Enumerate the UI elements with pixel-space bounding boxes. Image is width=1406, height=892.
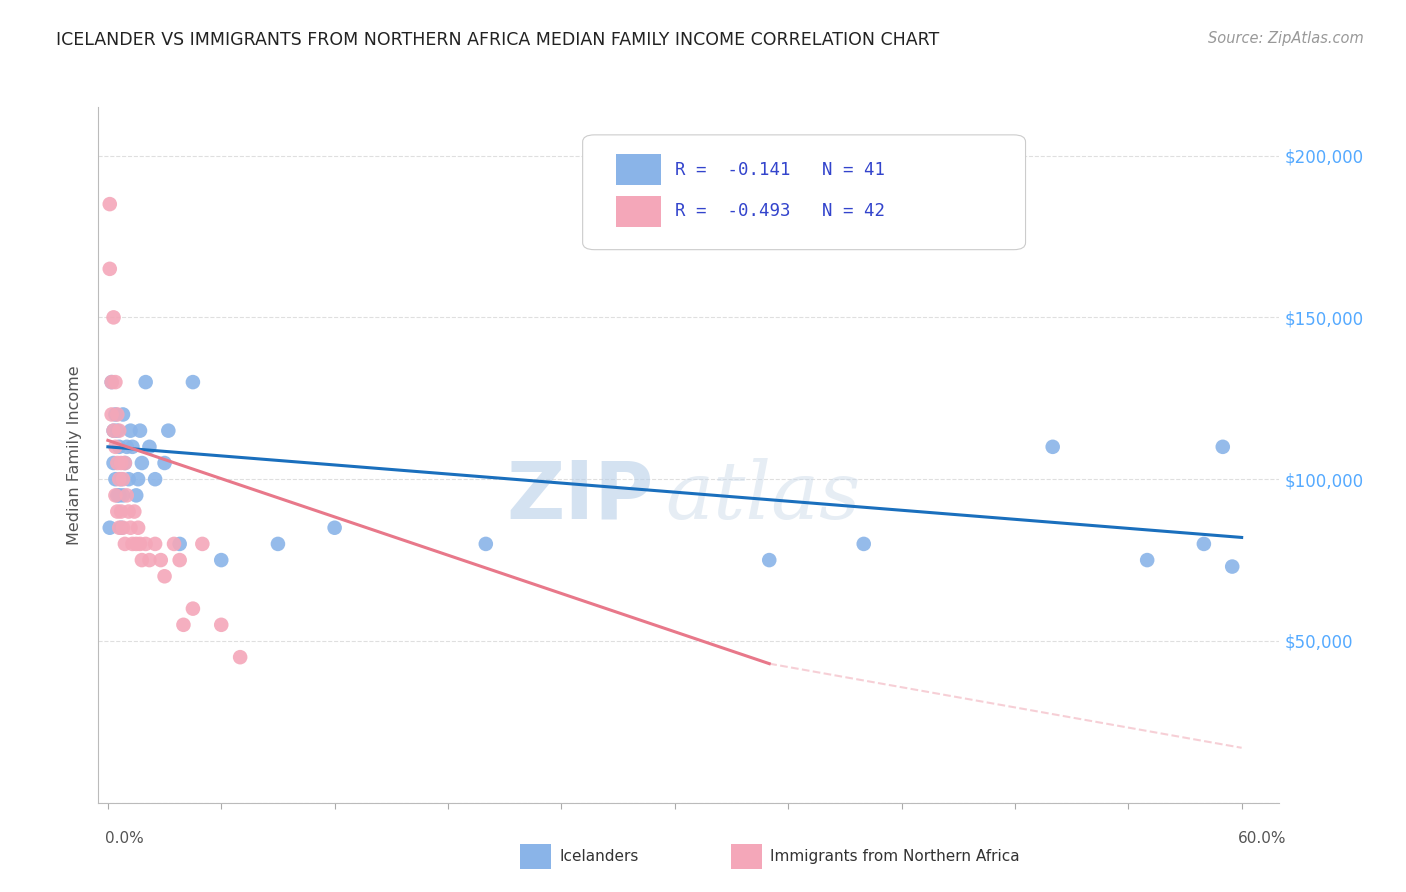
Point (135, 375, 157, 389)
Point (105, 424, 128, 438)
Point (108, 440, 131, 454)
Text: Icelanders: Icelanders (560, 849, 638, 863)
Point (98, 521, 121, 535)
Point (111, 488, 134, 502)
Point (104, 472, 127, 486)
Point (100, 408, 122, 422)
Point (169, 537, 191, 551)
Point (111, 408, 134, 422)
Point (110, 456, 132, 470)
Point (153, 569, 176, 583)
Point (758, 553, 780, 567)
Point (111, 472, 134, 486)
Text: 0.0%: 0.0% (105, 831, 145, 846)
Point (108, 488, 131, 502)
Point (103, 424, 125, 438)
Point (131, 456, 153, 470)
Point (131, 553, 153, 567)
Text: atlas: atlas (665, 458, 860, 535)
Point (172, 617, 194, 632)
Point (111, 521, 134, 535)
Point (181, 601, 204, 615)
Point (108, 521, 131, 535)
Point (115, 488, 138, 502)
Point (129, 424, 152, 438)
Point (1042, 440, 1064, 454)
Point (108, 472, 131, 486)
Point (138, 553, 160, 567)
Point (209, 617, 232, 632)
Point (129, 537, 152, 551)
Point (125, 488, 148, 502)
Point (125, 537, 148, 551)
Point (104, 488, 127, 502)
Point (1136, 553, 1159, 567)
Text: ZIP: ZIP (506, 458, 654, 536)
Text: 60.0%: 60.0% (1239, 831, 1286, 846)
Point (267, 537, 290, 551)
Point (169, 553, 191, 567)
Text: ICELANDER VS IMMIGRANTS FROM NORTHERN AFRICA MEDIAN FAMILY INCOME CORRELATION CH: ICELANDER VS IMMIGRANTS FROM NORTHERN AF… (56, 31, 939, 49)
Point (475, 537, 498, 551)
Point (105, 456, 128, 470)
FancyBboxPatch shape (616, 154, 661, 186)
Point (157, 424, 180, 438)
Point (138, 440, 160, 454)
Point (127, 521, 149, 535)
Point (120, 521, 142, 535)
Point (114, 456, 136, 470)
Point (121, 537, 143, 551)
Point (118, 472, 141, 486)
Text: R =  -0.493   N = 42: R = -0.493 N = 42 (675, 202, 884, 220)
Point (105, 408, 128, 422)
Point (127, 472, 149, 486)
Point (110, 472, 132, 486)
Point (163, 537, 186, 551)
Point (98, 261, 121, 276)
Point (323, 521, 346, 535)
Point (153, 456, 176, 470)
Point (135, 537, 157, 551)
Point (120, 424, 142, 438)
Point (115, 440, 138, 454)
FancyBboxPatch shape (582, 135, 1025, 250)
Point (100, 375, 122, 389)
Point (121, 440, 143, 454)
Point (98, 197, 121, 211)
Point (103, 310, 125, 325)
Point (104, 375, 127, 389)
Point (105, 504, 128, 518)
Point (143, 537, 166, 551)
Point (143, 472, 166, 486)
Point (110, 504, 132, 518)
Point (108, 424, 131, 438)
Text: Source: ZipAtlas.com: Source: ZipAtlas.com (1208, 31, 1364, 46)
Point (110, 521, 132, 535)
Point (852, 537, 875, 551)
Text: Immigrants from Northern Africa: Immigrants from Northern Africa (770, 849, 1021, 863)
Text: R =  -0.141   N = 41: R = -0.141 N = 41 (675, 161, 884, 178)
Point (118, 504, 141, 518)
Point (1220, 559, 1243, 574)
Point (149, 553, 172, 567)
Point (124, 504, 146, 518)
Point (104, 408, 127, 422)
Point (229, 650, 252, 665)
Point (191, 537, 214, 551)
Point (1192, 537, 1215, 551)
Point (100, 375, 122, 389)
Point (104, 440, 127, 454)
Point (114, 456, 136, 470)
Point (114, 537, 136, 551)
Y-axis label: Median Family Income: Median Family Income (67, 365, 83, 545)
Point (1212, 440, 1234, 454)
Point (209, 553, 232, 567)
Point (181, 375, 204, 389)
Point (105, 488, 128, 502)
Point (103, 456, 125, 470)
Point (103, 424, 125, 438)
FancyBboxPatch shape (616, 195, 661, 227)
